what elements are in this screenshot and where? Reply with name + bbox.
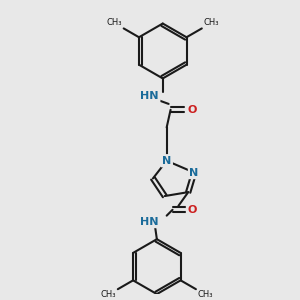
Text: CH₃: CH₃ bbox=[106, 18, 122, 27]
Text: N: N bbox=[162, 156, 171, 166]
Text: CH₃: CH₃ bbox=[100, 290, 116, 299]
Text: N: N bbox=[190, 167, 199, 178]
Text: HN: HN bbox=[140, 217, 159, 226]
Text: O: O bbox=[188, 205, 197, 215]
Text: CH₃: CH₃ bbox=[204, 18, 219, 27]
Text: HN: HN bbox=[140, 91, 159, 101]
Text: O: O bbox=[188, 105, 197, 115]
Text: CH₃: CH₃ bbox=[198, 290, 213, 299]
